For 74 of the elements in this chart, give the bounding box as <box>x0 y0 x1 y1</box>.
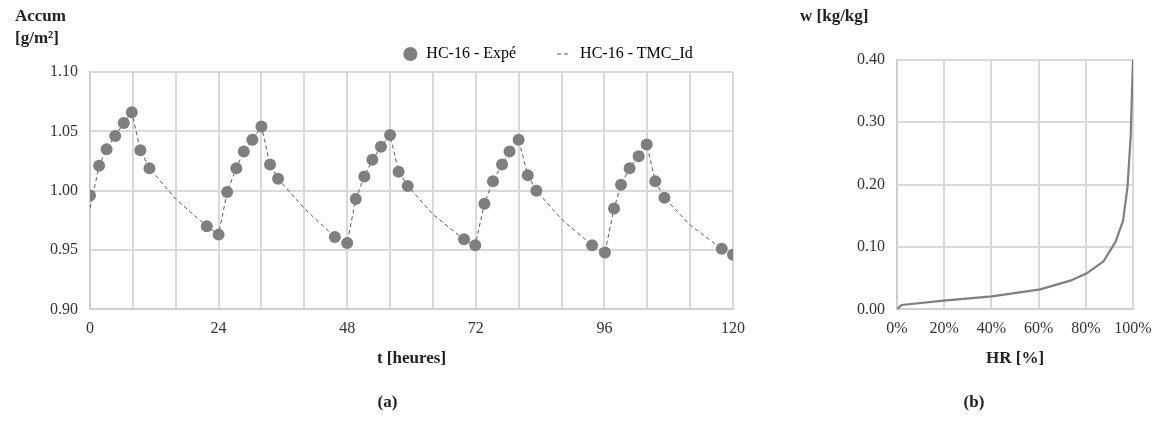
point <box>212 228 225 241</box>
point <box>200 220 213 233</box>
text: (b) <box>962 392 986 412</box>
point <box>530 184 543 197</box>
text: (a) <box>376 392 399 412</box>
point <box>640 138 653 151</box>
point <box>349 193 362 206</box>
point <box>237 145 250 158</box>
point <box>93 159 106 172</box>
point <box>143 162 156 175</box>
point <box>272 172 285 185</box>
point <box>255 120 268 133</box>
x-tick-label: 0% <box>886 319 908 337</box>
point <box>100 143 113 156</box>
point <box>615 178 628 191</box>
point <box>478 197 491 210</box>
point <box>608 202 621 215</box>
x-tick-label: 100% <box>1114 319 1152 337</box>
x-tick-label: 60% <box>1023 319 1054 337</box>
y-tick-label: 0.30 <box>857 112 885 130</box>
point <box>715 242 728 255</box>
y-tick-label: 0.20 <box>857 174 885 192</box>
point <box>125 106 138 119</box>
y-tick-label: 1.10 <box>50 62 78 80</box>
point <box>230 162 243 175</box>
point <box>134 144 147 157</box>
point <box>458 233 471 246</box>
point <box>221 185 234 198</box>
point <box>401 179 414 192</box>
y-tick-label: 0.10 <box>857 237 885 255</box>
x-axis-title: t [heures] <box>376 348 447 368</box>
y-tick-label: 1.00 <box>50 180 78 198</box>
point <box>512 133 525 146</box>
point <box>496 158 509 171</box>
point <box>623 162 636 175</box>
point <box>521 169 534 182</box>
y-tick-label: 0.00 <box>857 299 885 317</box>
x-tick-label: 48 <box>339 319 356 337</box>
point <box>598 246 611 259</box>
y-tick-label: 0.40 <box>857 49 885 67</box>
y-tick-label: 1.05 <box>50 121 78 139</box>
x-tick-label: 0 <box>86 319 94 337</box>
point <box>341 236 354 249</box>
legend-label: HC-16 - TMC_Id <box>580 44 693 62</box>
point <box>392 165 405 178</box>
x-tick-label: 120 <box>721 319 745 337</box>
x-tick-label: 96 <box>596 319 613 337</box>
x-tick-label: 20% <box>929 319 959 337</box>
point <box>586 239 599 252</box>
point <box>658 191 671 204</box>
x-tick-label: 40% <box>976 319 1007 337</box>
point <box>264 158 277 171</box>
x-tick-label: 72 <box>467 319 484 337</box>
point <box>384 128 397 141</box>
point <box>486 175 499 188</box>
point <box>374 140 387 153</box>
point <box>632 150 645 163</box>
x-tick-label: 80% <box>1071 319 1101 337</box>
legend-label: HC-16 - Expé <box>426 44 517 63</box>
point <box>469 239 482 252</box>
point <box>358 170 371 183</box>
y-axis-title: Accum [g/m²] <box>15 5 67 49</box>
point <box>366 153 379 166</box>
point <box>117 117 130 130</box>
point <box>649 175 662 188</box>
y-tick-label: 0.90 <box>50 299 78 317</box>
point <box>503 145 516 158</box>
x-axis-title: HR [%] <box>985 348 1045 368</box>
point <box>328 230 341 243</box>
point <box>246 133 259 146</box>
x-tick-label: 24 <box>210 319 227 337</box>
y-tick-label: 0.95 <box>50 240 78 258</box>
point <box>109 130 122 143</box>
y-axis-title: w [kg/kg] <box>800 5 870 27</box>
